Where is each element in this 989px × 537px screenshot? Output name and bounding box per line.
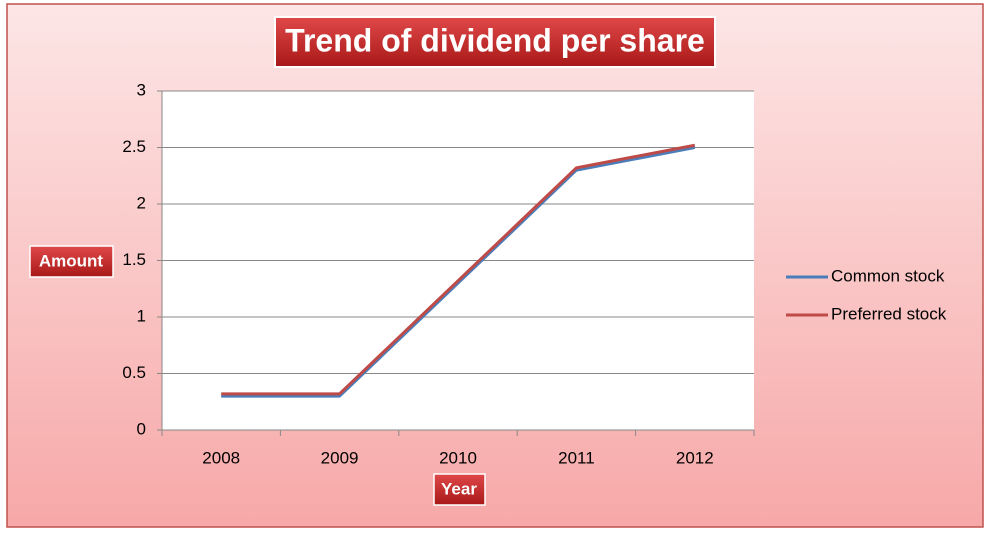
y-axis-label: Amount xyxy=(39,251,104,270)
y-tick-label: 0.5 xyxy=(122,363,146,382)
x-tick-label: 2012 xyxy=(676,448,714,467)
y-tick-label: 1 xyxy=(137,306,146,325)
x-axis-label: Year xyxy=(441,479,477,498)
chart-title: Trend of dividend per share xyxy=(285,22,705,58)
x-tick-label: 2008 xyxy=(202,448,240,467)
y-tick-label: 1.5 xyxy=(122,250,146,269)
x-tick-label: 2011 xyxy=(558,448,595,467)
legend-label: Preferred stock xyxy=(831,304,947,323)
y-tick-label: 2.5 xyxy=(122,137,146,156)
series-line xyxy=(221,143,696,396)
title-box xyxy=(274,16,716,68)
y-tick-label: 3 xyxy=(137,80,146,99)
x-tick-label: 2009 xyxy=(321,448,359,467)
y-label-box xyxy=(29,245,114,278)
x-tick-label: 2010 xyxy=(439,448,477,467)
series-line xyxy=(221,146,696,398)
y-tick-label: 0 xyxy=(137,419,146,438)
legend-label: Common stock xyxy=(831,266,945,285)
y-tick-label: 2 xyxy=(137,193,146,212)
x-label-box xyxy=(433,473,486,506)
